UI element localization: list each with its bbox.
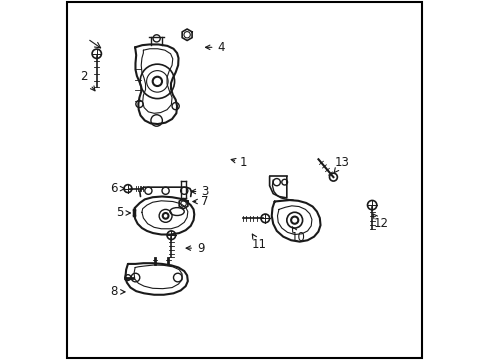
- Text: 7: 7: [193, 195, 208, 208]
- Text: 10: 10: [290, 227, 305, 244]
- Text: 12: 12: [372, 214, 387, 230]
- Text: 11: 11: [251, 234, 266, 251]
- Text: 5: 5: [116, 207, 130, 220]
- Text: 13: 13: [333, 156, 349, 173]
- Text: 8: 8: [110, 285, 125, 298]
- Text: 4: 4: [205, 41, 224, 54]
- Text: 1: 1: [231, 156, 247, 169]
- Text: 2: 2: [80, 70, 95, 91]
- Text: 3: 3: [191, 185, 208, 198]
- Text: 9: 9: [186, 242, 204, 255]
- Text: 6: 6: [110, 182, 124, 195]
